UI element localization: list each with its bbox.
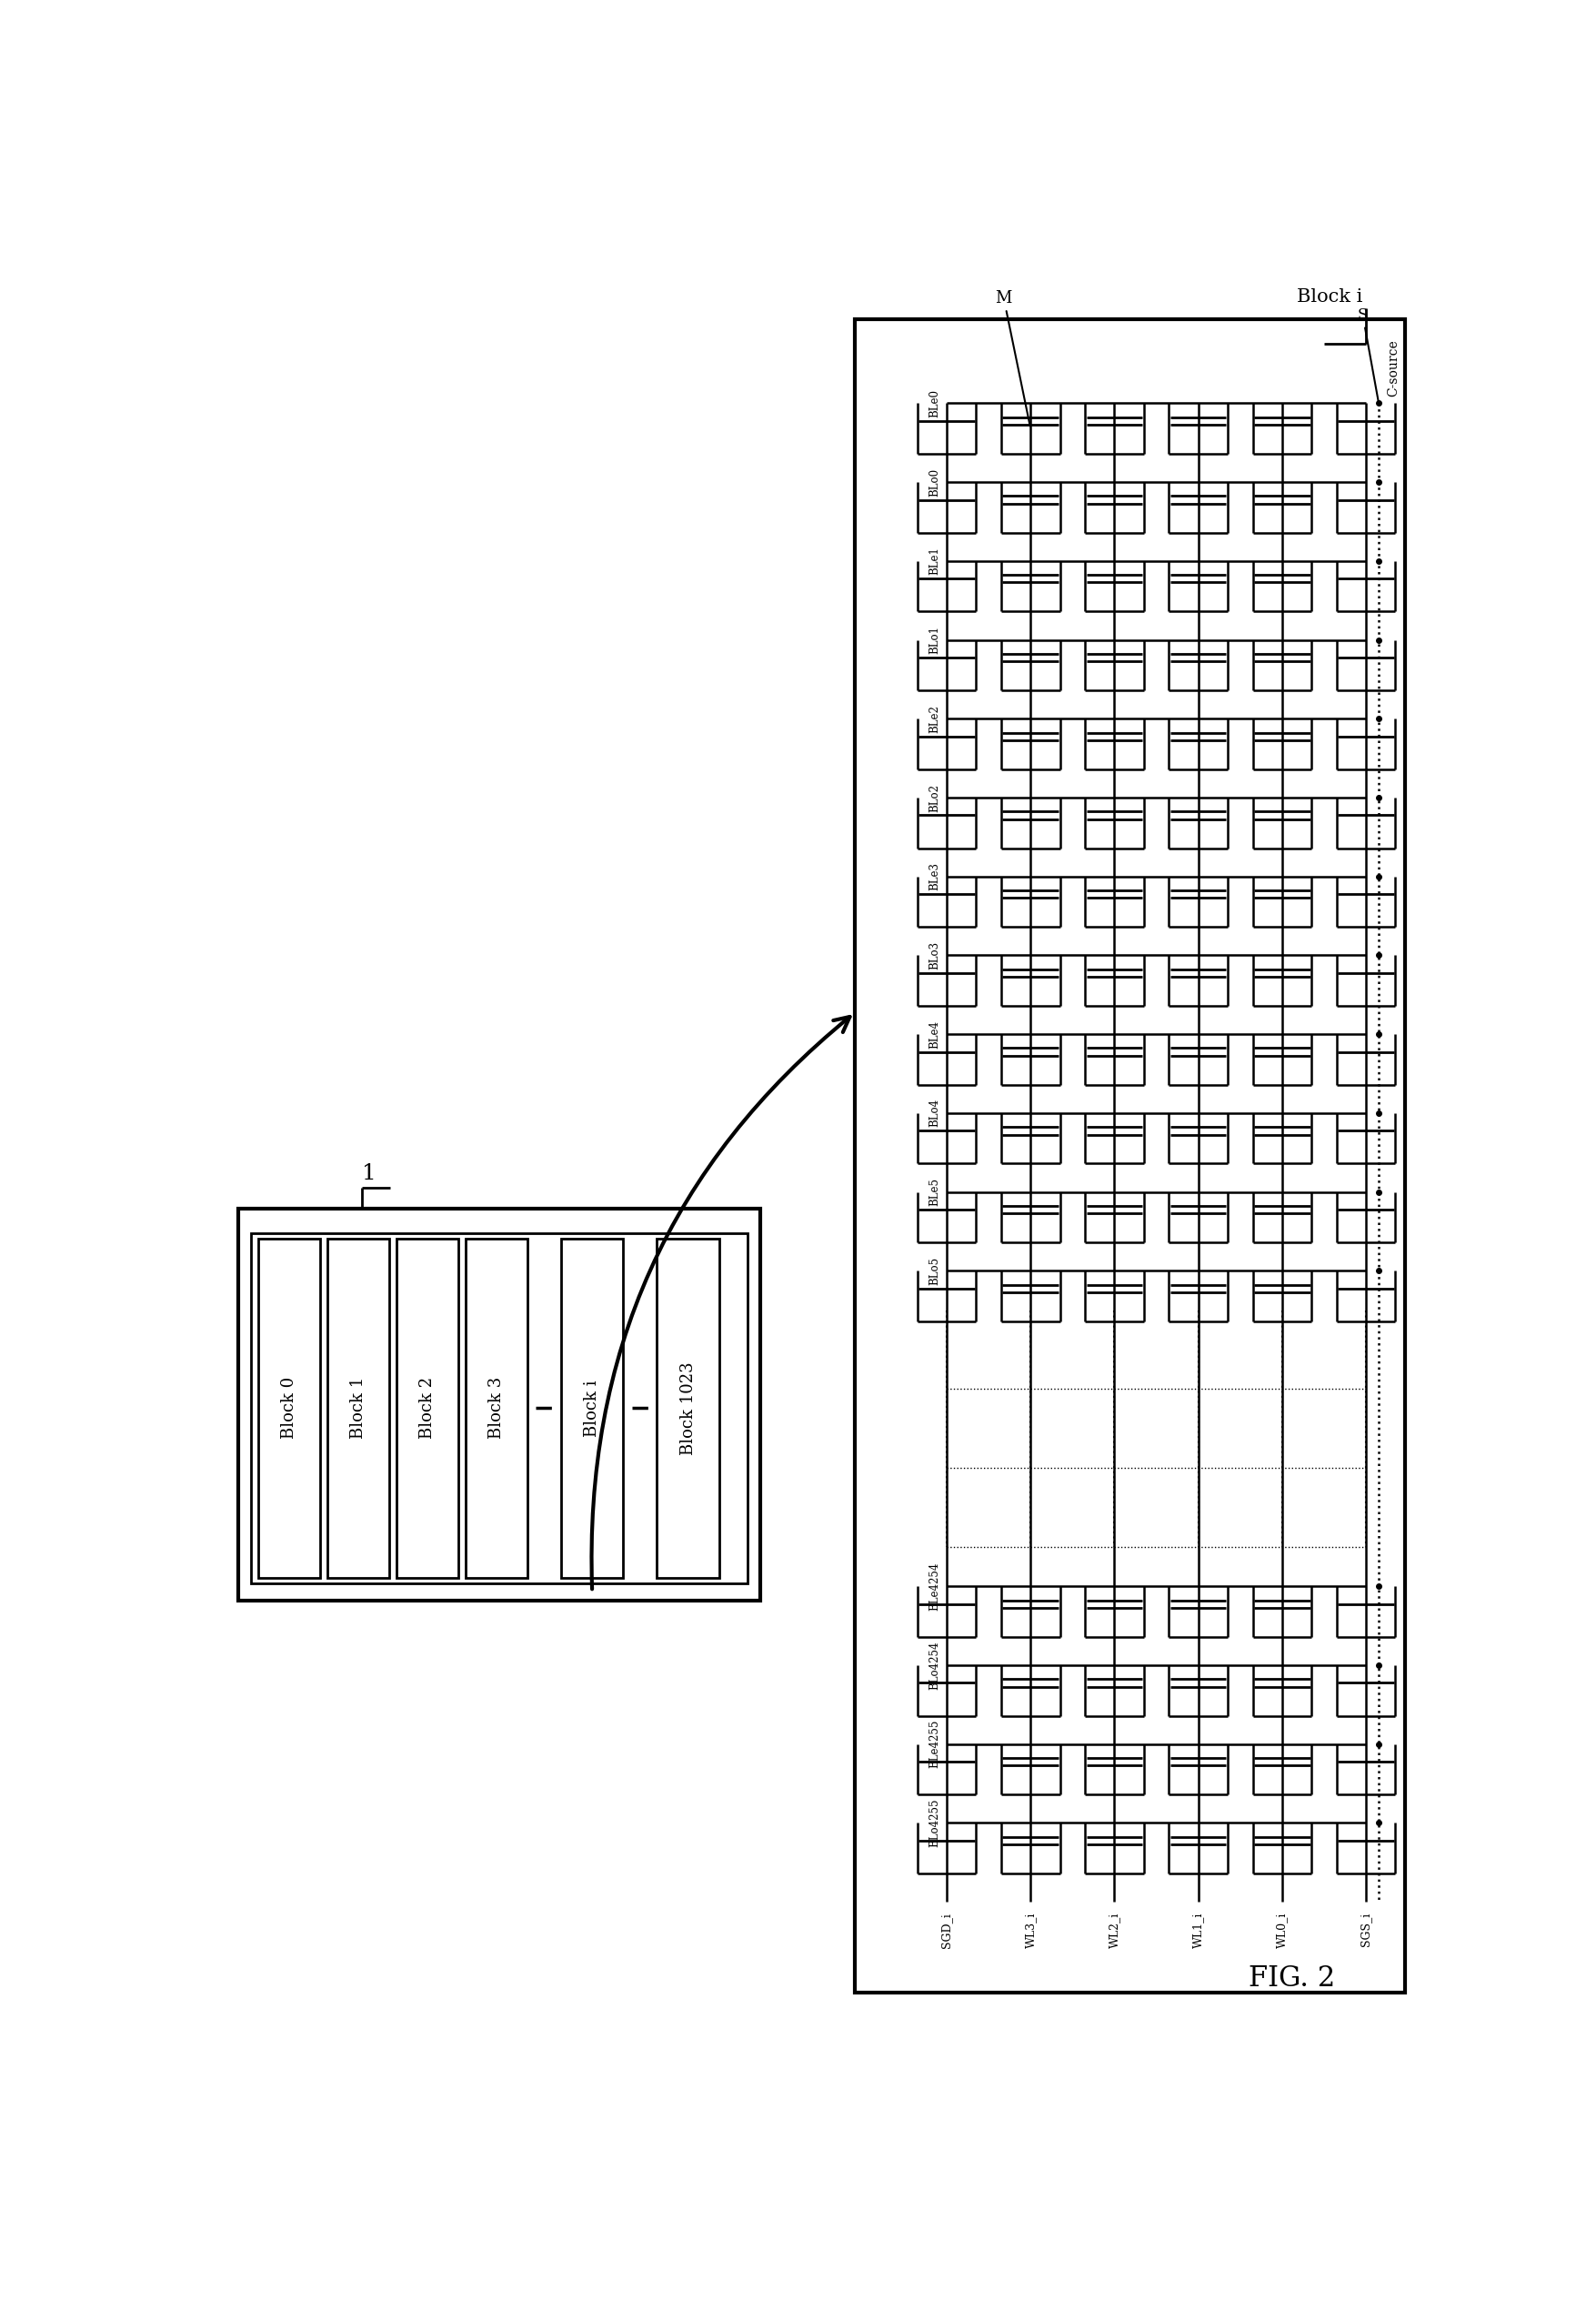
Text: M: M [994,289,1029,425]
Text: BLe5: BLe5 [929,1178,940,1206]
Text: BLe1: BLe1 [929,547,940,575]
Text: BLo3: BLo3 [929,940,940,970]
Text: Block 1023: Block 1023 [680,1361,696,1455]
Text: BLo1: BLo1 [929,626,940,654]
Text: BLe0: BLe0 [929,388,940,418]
Text: Block 2: Block 2 [418,1377,436,1439]
Text: BLe4255: BLe4255 [929,1721,940,1769]
Text: BLo2: BLo2 [929,783,940,811]
Text: BLo4: BLo4 [929,1100,940,1127]
Bar [656,1238,718,1578]
Text: BLe3: BLe3 [929,862,940,892]
Text: S: S [1357,307,1377,400]
Bar [464,1238,527,1578]
Text: 1: 1 [361,1164,375,1185]
Text: Block i: Block i [584,1379,600,1437]
Text: WL3_i: WL3_i [1025,1913,1036,1947]
Bar [854,319,1404,1994]
Text: BLe2: BLe2 [929,705,940,732]
Text: Block 3: Block 3 [488,1377,504,1439]
Text: BLo4255: BLo4255 [929,1799,940,1848]
Text: WL2_i: WL2_i [1108,1913,1120,1947]
Text: BLo0: BLo0 [929,469,940,497]
Text: C-source: C-source [1387,340,1400,397]
Bar [251,1234,747,1582]
Text: SGS_i: SGS_i [1360,1913,1371,1947]
Text: Block 0: Block 0 [281,1377,297,1439]
Text: BLo4254: BLo4254 [929,1640,940,1689]
Bar [327,1238,389,1578]
Text: BLe4: BLe4 [929,1021,940,1049]
Text: SGD_i: SGD_i [940,1913,953,1947]
Bar [259,1238,319,1578]
Text: Block i: Block i [1296,289,1361,305]
Text: FIG. 2: FIG. 2 [1248,1966,1334,1994]
Bar [238,1208,760,1601]
Text: WL1_i: WL1_i [1192,1913,1203,1947]
FancyArrowPatch shape [591,1016,849,1589]
Text: WL0_i: WL0_i [1275,1913,1288,1947]
Text: Block 1: Block 1 [350,1377,365,1439]
Text: BLo5: BLo5 [929,1257,940,1284]
Bar [396,1238,458,1578]
Bar [560,1238,622,1578]
Text: BLe4254: BLe4254 [929,1562,940,1610]
